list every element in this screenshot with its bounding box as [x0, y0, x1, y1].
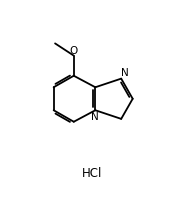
- Text: N: N: [92, 112, 99, 123]
- Text: N: N: [121, 68, 129, 78]
- Text: HCl: HCl: [82, 167, 103, 180]
- Text: O: O: [70, 46, 78, 56]
